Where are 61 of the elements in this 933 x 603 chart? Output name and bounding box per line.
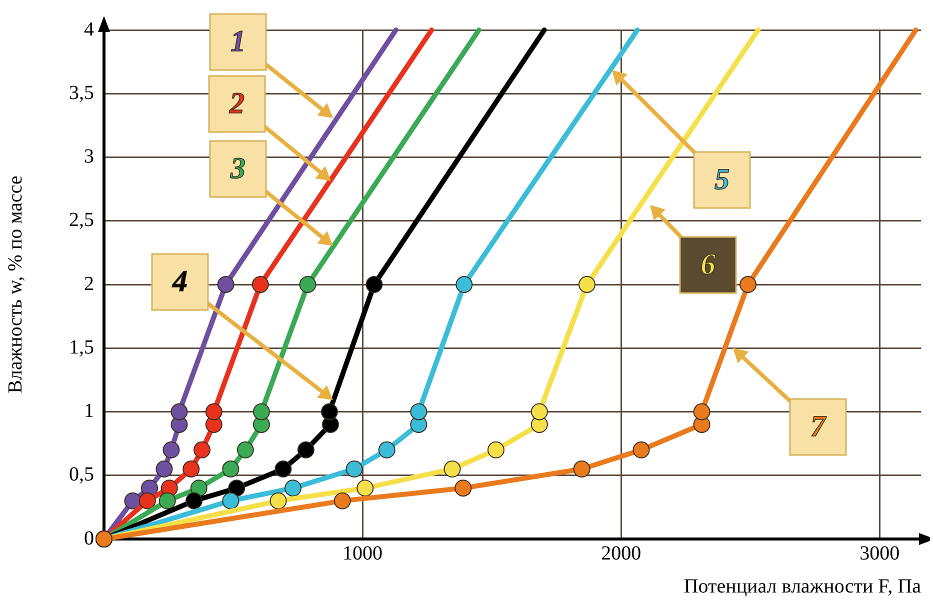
point <box>270 492 287 510</box>
point <box>162 441 180 458</box>
point <box>156 460 173 478</box>
y-tick-label: 3,5 <box>69 82 94 104</box>
point <box>222 460 240 478</box>
x-tick-label: 1000 <box>342 542 383 564</box>
point <box>740 276 757 293</box>
text: 2 <box>228 86 244 120</box>
point <box>182 460 200 478</box>
x-axis-title: Потенциал влажности F, Па <box>684 575 922 598</box>
point <box>222 492 240 510</box>
text: 3 <box>230 152 246 185</box>
point <box>632 441 650 458</box>
point <box>299 276 316 293</box>
point <box>252 403 270 420</box>
point <box>193 441 210 458</box>
point <box>346 460 363 478</box>
point <box>170 403 188 420</box>
text: 7 <box>810 410 826 443</box>
point <box>456 276 473 293</box>
point <box>228 480 246 497</box>
point <box>444 460 461 478</box>
point <box>205 403 222 420</box>
x-tick-label: 3000 <box>860 542 900 564</box>
point <box>190 480 208 497</box>
point <box>297 441 314 458</box>
y-tick-label: 2,5 <box>69 209 94 232</box>
y-tick-label: 4 <box>84 18 94 40</box>
text: 5 <box>714 162 730 196</box>
point <box>356 480 374 497</box>
point <box>158 492 176 510</box>
x-tick-label: 2000 <box>601 542 642 564</box>
point <box>410 403 428 420</box>
y-tick-label: 0 <box>84 527 94 550</box>
y-axis-title: Влажность w, % по массе <box>4 176 26 394</box>
point <box>578 276 596 293</box>
point <box>487 441 504 458</box>
point <box>284 480 302 497</box>
y-tick-label: 0,5 <box>69 464 94 486</box>
point <box>274 460 292 478</box>
point <box>378 441 396 458</box>
point <box>252 276 269 293</box>
point <box>693 403 710 420</box>
text: 1 <box>230 24 246 58</box>
point <box>320 403 338 420</box>
point <box>217 276 234 293</box>
text: 6 <box>700 248 716 281</box>
y-tick-label: 3 <box>84 146 94 168</box>
y-tick-label: 1 <box>84 400 94 422</box>
point <box>334 492 351 510</box>
text: 4 <box>172 264 188 298</box>
point <box>366 276 383 293</box>
point <box>138 492 156 510</box>
y-tick-label: 2 <box>84 272 94 295</box>
y-tick-label: 1,5 <box>69 336 94 358</box>
point <box>185 492 202 510</box>
point <box>454 480 472 497</box>
point <box>530 403 548 420</box>
point <box>236 441 254 458</box>
point <box>573 460 590 478</box>
point <box>124 492 142 510</box>
